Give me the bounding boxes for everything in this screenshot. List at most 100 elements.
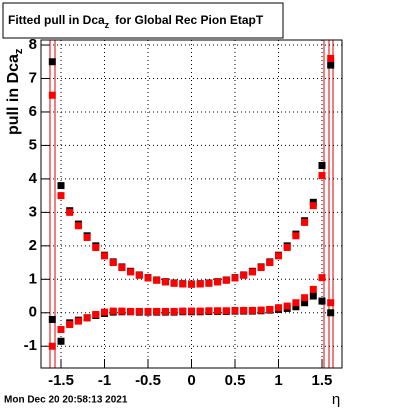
marker (231, 306, 239, 314)
marker (257, 264, 265, 272)
marker (309, 285, 317, 293)
title-main: Fitted pull in Dca (8, 13, 105, 27)
marker (135, 307, 143, 315)
marker (309, 202, 317, 210)
marker (274, 304, 282, 312)
marker (318, 162, 326, 170)
marker (118, 264, 126, 272)
marker (327, 61, 335, 69)
marker (248, 268, 256, 276)
marker (179, 280, 187, 288)
marker (240, 306, 248, 314)
marker (57, 337, 65, 345)
x-tick-label: 1 (274, 372, 282, 389)
marker (101, 308, 109, 316)
marker (118, 307, 126, 315)
y-label-sub: z (13, 48, 25, 54)
marker (92, 244, 100, 252)
marker (196, 307, 204, 315)
marker (283, 244, 291, 252)
marker (57, 182, 65, 190)
marker (292, 303, 300, 311)
marker (109, 259, 117, 267)
y-tick-label: -1 (24, 337, 37, 354)
marker (48, 91, 56, 99)
marker (266, 305, 274, 313)
marker (83, 314, 91, 322)
marker (327, 309, 335, 317)
y-tick-label: 7 (29, 69, 37, 86)
title-sub: z (105, 20, 110, 30)
x-tick-label: 0 (187, 372, 195, 389)
marker (92, 310, 100, 318)
marker (318, 297, 326, 305)
marker (188, 280, 195, 288)
marker (83, 233, 91, 241)
y-tick-label: 6 (29, 103, 37, 120)
y-tick-label: 3 (29, 203, 37, 220)
marker (292, 299, 300, 307)
x-tick-label: -0.5 (135, 372, 161, 389)
marker (222, 307, 230, 315)
y-tick-label: 4 (29, 170, 38, 187)
y-axis-label: pull in Dcaz (5, 48, 25, 135)
marker (214, 278, 222, 286)
marker (153, 276, 161, 284)
y-tick-label: 8 (29, 36, 37, 53)
y-tick-label: 5 (29, 136, 37, 153)
marker (66, 208, 74, 216)
y-tick-label: 1 (29, 270, 37, 287)
marker (57, 192, 65, 200)
y-tick-label: 0 (29, 304, 37, 321)
marker (57, 326, 65, 334)
marker (161, 307, 169, 315)
marker (188, 307, 195, 315)
marker (248, 306, 256, 314)
marker (66, 320, 74, 328)
x-tick-label: -1.5 (48, 372, 74, 389)
marker (205, 279, 213, 287)
marker (292, 232, 300, 240)
y-label-main: pull in Dca (5, 54, 22, 135)
marker (301, 299, 309, 307)
marker (161, 278, 169, 286)
marker (127, 307, 135, 315)
marker (48, 342, 56, 350)
marker (274, 252, 282, 260)
plot-frame (40, 39, 343, 369)
marker (318, 172, 326, 180)
marker (266, 259, 274, 267)
marker (205, 307, 213, 315)
marker (283, 302, 291, 310)
marker (327, 299, 335, 307)
x-tick-label: -1 (98, 372, 111, 389)
marker (127, 268, 135, 276)
marker (109, 307, 117, 315)
y-tick-label: 2 (29, 237, 37, 254)
marker (327, 54, 335, 62)
marker (301, 294, 309, 302)
marker (153, 307, 161, 315)
marker (48, 58, 56, 66)
marker (48, 315, 56, 323)
x-axis-label: η (332, 391, 340, 408)
marker (301, 218, 309, 226)
x-tick-label: 1.5 (312, 372, 333, 389)
marker (135, 271, 143, 279)
marker (309, 292, 317, 300)
marker (257, 306, 265, 314)
title-box (2, 2, 284, 39)
marker (179, 307, 187, 315)
marker (222, 276, 230, 284)
timestamp: Mon Dec 20 20:58:13 2021 (4, 395, 128, 406)
title-rest: for Global Rec Pion EtapT (115, 13, 264, 27)
marker (214, 307, 222, 315)
marker (74, 317, 82, 325)
marker (74, 222, 82, 230)
marker (170, 307, 178, 315)
marker (231, 274, 239, 282)
marker (196, 280, 204, 288)
